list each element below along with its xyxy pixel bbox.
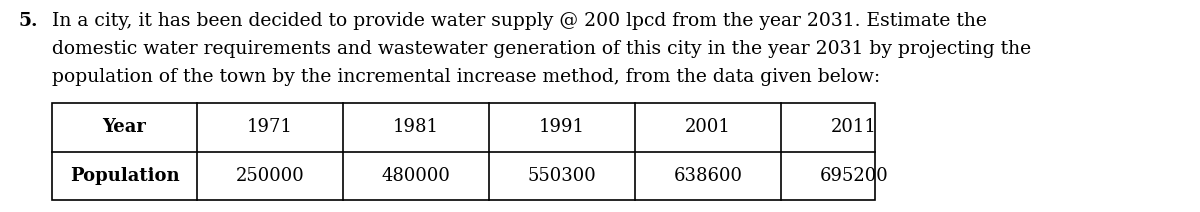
Text: 480000: 480000 xyxy=(382,167,450,185)
Text: Population: Population xyxy=(70,167,179,185)
Bar xyxy=(52,103,875,200)
Text: Year: Year xyxy=(102,118,146,136)
Text: 2001: 2001 xyxy=(685,118,731,136)
Text: population of the town by the incremental increase method, from the data given b: population of the town by the incrementa… xyxy=(52,68,880,86)
Text: domestic water requirements and wastewater generation of this city in the year 2: domestic water requirements and wastewat… xyxy=(52,40,1031,58)
Text: 638600: 638600 xyxy=(673,167,743,185)
Text: In a city, it has been decided to provide water supply @ 200 lpcd from the year : In a city, it has been decided to provid… xyxy=(52,12,986,30)
Text: 550300: 550300 xyxy=(528,167,596,185)
Text: 2011: 2011 xyxy=(832,118,877,136)
Text: 1991: 1991 xyxy=(539,118,586,136)
Text: 695200: 695200 xyxy=(820,167,888,185)
Text: 1971: 1971 xyxy=(247,118,293,136)
Text: 5.: 5. xyxy=(18,12,37,30)
Text: 1981: 1981 xyxy=(394,118,439,136)
Text: 250000: 250000 xyxy=(235,167,305,185)
